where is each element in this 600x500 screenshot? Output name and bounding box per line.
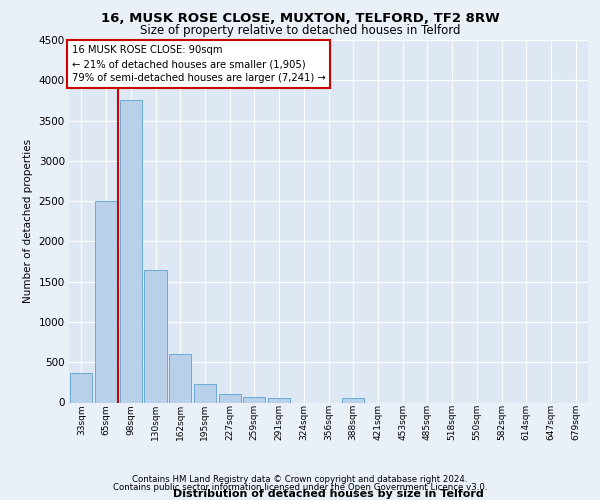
Bar (70, 372, 92, 402)
Bar (169, 354, 191, 403)
Bar (243, 397, 265, 402)
Text: 16, MUSK ROSE CLOSE, MUXTON, TELFORD, TF2 8RW: 16, MUSK ROSE CLOSE, MUXTON, TELFORD, TF… (101, 12, 499, 26)
Text: Contains public sector information licensed under the Open Government Licence v3: Contains public sector information licen… (113, 483, 487, 492)
Bar (218, 394, 241, 402)
Bar (145, 270, 167, 402)
Bar (342, 398, 364, 402)
Bar (194, 384, 216, 402)
Text: Size of property relative to detached houses in Telford: Size of property relative to detached ho… (140, 24, 460, 37)
Text: 16 MUSK ROSE CLOSE: 90sqm
← 21% of detached houses are smaller (1,905)
79% of se: 16 MUSK ROSE CLOSE: 90sqm ← 21% of detac… (71, 46, 325, 84)
X-axis label: Distribution of detached houses by size in Telford: Distribution of detached houses by size … (173, 489, 484, 499)
Y-axis label: Number of detached properties: Number of detached properties (23, 139, 33, 304)
Bar (119, 100, 142, 403)
Bar (268, 398, 290, 402)
Text: Contains HM Land Registry data © Crown copyright and database right 2024.: Contains HM Land Registry data © Crown c… (132, 474, 468, 484)
Bar (95, 201, 117, 402)
